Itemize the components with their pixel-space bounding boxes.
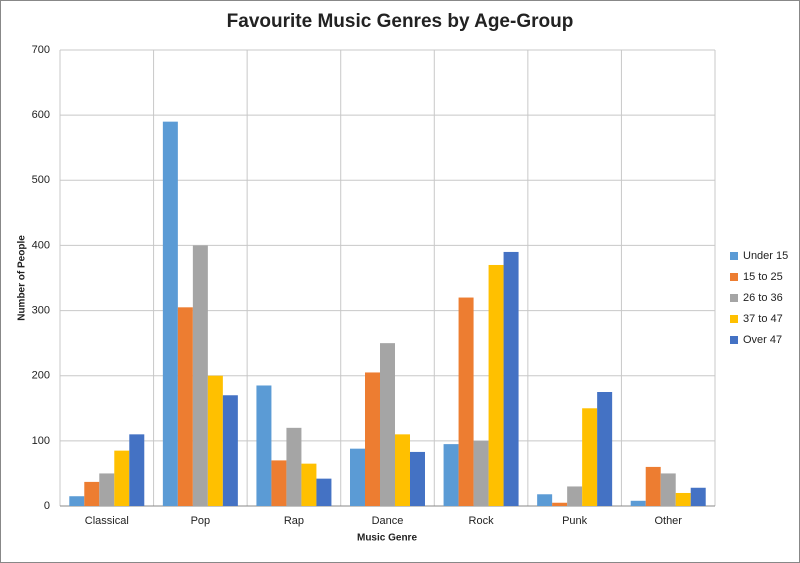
bar	[114, 450, 130, 506]
legend-label: 37 to 47	[743, 313, 783, 325]
bar	[458, 297, 474, 506]
y-tick-label: 200	[32, 370, 50, 382]
bar	[129, 434, 145, 506]
bar	[256, 385, 272, 506]
bar	[503, 251, 519, 506]
x-tick-label: Punk	[562, 515, 588, 527]
y-tick-label: 500	[32, 174, 50, 186]
legend-swatch	[730, 252, 738, 260]
bar	[84, 481, 100, 506]
x-tick-label: Rock	[469, 515, 495, 527]
bar	[350, 448, 365, 506]
bar	[443, 444, 459, 506]
bar	[630, 500, 646, 506]
x-axis-label: Music Genre	[357, 533, 417, 544]
x-tick-label: Rap	[284, 515, 304, 527]
bar	[660, 473, 676, 506]
bar	[395, 434, 410, 506]
bar	[582, 408, 598, 506]
x-tick-label: Other	[654, 515, 682, 527]
bar	[316, 478, 332, 506]
bar	[567, 486, 583, 506]
bar	[488, 264, 504, 506]
bar	[690, 487, 706, 506]
bar	[301, 463, 317, 506]
bar	[192, 245, 208, 506]
y-tick-label: 0	[44, 500, 50, 512]
y-tick-label: 700	[32, 44, 50, 56]
y-tick-label: 600	[32, 109, 50, 121]
y-axis-label: Number of People	[17, 235, 28, 321]
bar	[410, 451, 425, 506]
legend-label: Over 47	[743, 334, 782, 346]
bar	[162, 121, 178, 507]
bar	[177, 307, 193, 506]
bar	[473, 440, 489, 506]
y-tick-label: 400	[32, 239, 50, 251]
bar	[597, 392, 613, 506]
legend-swatch	[730, 336, 738, 344]
y-tick-label: 300	[32, 304, 50, 316]
bar	[380, 343, 395, 506]
legend-swatch	[730, 273, 738, 281]
x-tick-label: Dance	[372, 515, 404, 527]
x-tick-label: Pop	[191, 515, 211, 527]
bar	[207, 375, 223, 506]
legend-label: 26 to 36	[743, 292, 783, 304]
x-tick-label: Classical	[85, 515, 129, 527]
chart-title: Favourite Music Genres by Age-Group	[227, 11, 574, 32]
bar	[286, 427, 302, 506]
legend-swatch	[730, 315, 738, 323]
bar	[69, 496, 85, 506]
bar	[552, 502, 568, 506]
bar	[537, 494, 553, 506]
legend-label: Under 15	[743, 250, 788, 262]
bar	[271, 460, 287, 506]
bar	[365, 372, 380, 506]
bar	[645, 466, 661, 506]
bar	[222, 395, 238, 506]
legend-swatch	[730, 294, 738, 302]
y-tick-label: 100	[32, 435, 50, 447]
legend-label: 15 to 25	[743, 271, 783, 283]
bar	[675, 492, 691, 506]
bar	[99, 473, 115, 506]
